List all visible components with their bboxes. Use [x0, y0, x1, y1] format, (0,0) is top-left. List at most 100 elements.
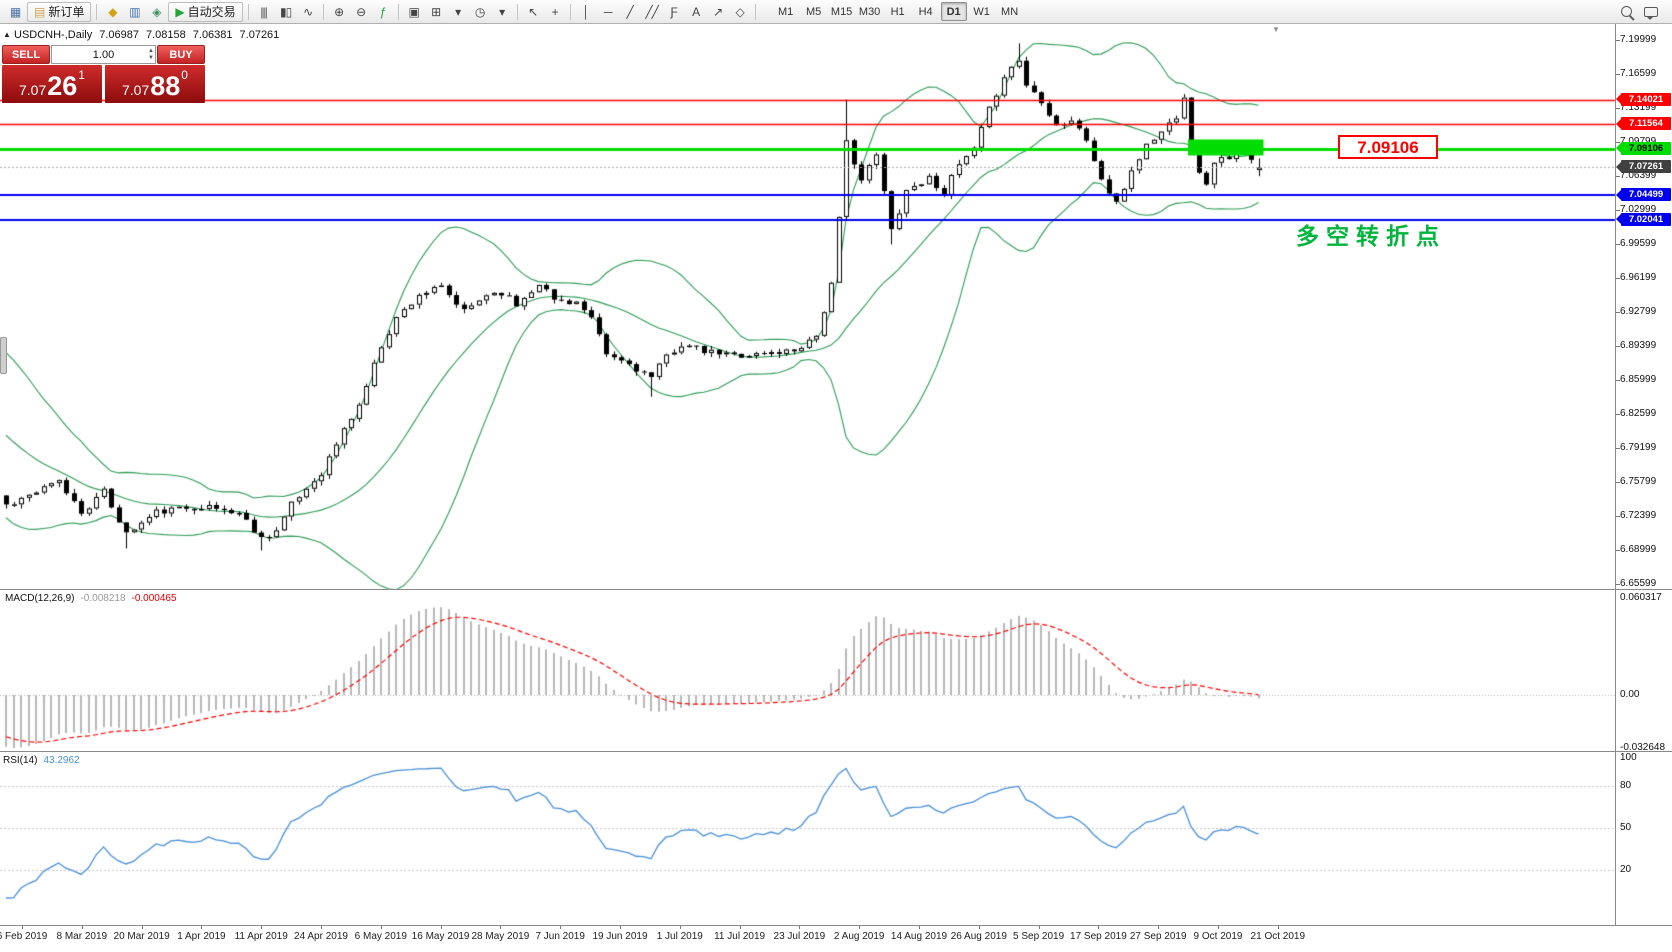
tile-windows-icon[interactable]: ▣ — [404, 2, 424, 22]
sell-price-pips: 26 — [47, 71, 78, 101]
date-label: 1 Apr 2019 — [177, 931, 226, 942]
bar-chart-icon[interactable]: ||| — [254, 2, 274, 22]
fibonacci-icon[interactable]: Ƒ — [664, 2, 684, 22]
date-label: 7 Jun 2019 — [535, 931, 585, 942]
timeframe-m30[interactable]: M30 — [858, 5, 881, 18]
axis-tick — [1616, 73, 1620, 75]
market-watch-icon[interactable]: ▥ — [124, 2, 144, 22]
timeframe-m1[interactable]: M1 — [777, 5, 794, 18]
rsi-name: RSI(14) — [3, 755, 38, 766]
pane-separator-macd[interactable] — [0, 589, 1672, 590]
text-label-icon[interactable]: A — [686, 2, 706, 22]
axis-tick — [1616, 277, 1620, 279]
time-axis[interactable]: 6 Feb 2019 8 Mar 2019 20 Mar 2019 1 Apr 201… — [0, 925, 1615, 952]
axis-tick — [1616, 515, 1620, 517]
timeframe-h1[interactable]: H1 — [890, 5, 905, 18]
symbol-period-label: USDCNH-,Daily — [14, 29, 93, 41]
date-label: 6 May 2019 — [354, 931, 407, 942]
date-label: 26 Aug 2019 — [950, 931, 1007, 942]
timeframe-m5[interactable]: M5 — [805, 5, 822, 18]
pane-separator-rsi[interactable] — [0, 751, 1672, 752]
sell-price-box[interactable]: 7.07 26 1 — [2, 65, 102, 103]
navigator-icon[interactable]: ◈ — [146, 2, 166, 22]
horizontal-line-icon-glyph: ─ — [603, 4, 612, 19]
indicators-icon-glyph: ƒ — [379, 4, 387, 19]
timeframe-m15[interactable]: M15 — [830, 5, 853, 18]
price-axis-label: 7.09799 — [1620, 136, 1656, 147]
indicators-icon[interactable]: ƒ — [373, 2, 393, 22]
period-icon-glyph: ◷ — [474, 4, 486, 19]
trendline-icon-glyph: ╱ — [626, 4, 633, 19]
timeframe-w1[interactable]: W1 — [973, 5, 990, 18]
buy-button[interactable]: BUY — [157, 45, 205, 64]
volume-increment-button[interactable]: ▲ — [148, 47, 154, 54]
fibonacci-icon-glyph: Ƒ — [670, 4, 677, 19]
chat-icon[interactable] — [1644, 6, 1658, 20]
channel-icon[interactable]: ╱╱ — [642, 2, 662, 22]
date-label: 1 Jul 2019 — [656, 931, 703, 942]
zoom-in-icon[interactable]: ⊕ — [329, 2, 349, 22]
period-dropdown-icon[interactable]: ▾ — [492, 2, 512, 22]
period-icon[interactable]: ◷ — [470, 2, 490, 22]
crosshair-icon[interactable]: + — [545, 2, 565, 22]
timeframe-h4[interactable]: H4 — [918, 5, 933, 18]
tile-windows-icon-glyph: ▣ — [408, 4, 419, 19]
chart-ohlc-header: USDCNH-,Daily 7.06987 7.08158 7.06381 7.… — [14, 29, 279, 41]
price-tag-7.14021[interactable]: 7.14021 — [1616, 92, 1671, 106]
crosshair-icon-glyph: + — [551, 4, 559, 19]
timeframe-d1[interactable]: D1 — [940, 2, 967, 21]
volume-spinner: ▲ ▼ — [148, 46, 154, 63]
new-order-button[interactable]: ▤ 新订单 — [27, 1, 92, 22]
price-tag-7.11564[interactable]: 7.11564 — [1616, 117, 1671, 131]
date-label: 8 Mar 2019 — [56, 931, 108, 942]
horizontal-line-icon[interactable]: ─ — [598, 2, 618, 22]
macd-main-value: -0.008218 — [80, 593, 126, 604]
rsi-indicator-label: RSI(14) 43.2962 — [3, 755, 80, 766]
rsi-axis-label: 20 — [1620, 864, 1632, 875]
buy-price-box[interactable]: 7.07 88 0 — [105, 65, 205, 103]
price-axis-label: 7.16599 — [1620, 68, 1657, 79]
price-axis-label: 7.13199 — [1620, 102, 1657, 113]
date-tick — [679, 925, 681, 929]
left-scrollbar-thumb[interactable] — [0, 337, 7, 374]
price-tag-7.04499[interactable]: 7.04499 — [1616, 188, 1671, 201]
date-label: 28 May 2019 — [471, 931, 530, 942]
price-axis[interactable]: 7.19999 7.16599 7.13199 7.09799 7.06399 7.029… — [1616, 0, 1672, 952]
shapes-icon[interactable]: ◇ — [730, 2, 750, 22]
one-click-controls: SELL 1.00 ▲ ▼ BUY — [2, 45, 205, 64]
price-annotation-label[interactable]: 7.09106 — [1338, 135, 1438, 159]
zoom-in-icon-glyph: ⊕ — [334, 4, 344, 19]
sell-button[interactable]: SELL — [2, 45, 50, 64]
candlestick-chart-icon[interactable]: ▮▯ — [276, 2, 296, 22]
turning-point-annotation[interactable]: 多空转折点 — [1296, 223, 1446, 249]
trendline-icon[interactable]: ╱ — [620, 2, 640, 22]
zoom-out-icon[interactable]: ⊖ — [351, 2, 371, 22]
macd-indicator-label: MACD(12,26,9) -0.008218 -0.000465 — [5, 593, 177, 604]
date-label: 14 Aug 2019 — [890, 931, 948, 942]
price-tag-7.09106[interactable]: 7.09106 — [1616, 141, 1671, 155]
chart-dropdown-icon[interactable]: ▾ — [448, 2, 468, 22]
toolbar: ▦ ▤ 新订单 ◆ ▥ ◈ ▶ 自动交易 ||| ▮▯ ∿ ⊕ ⊖ ƒ ▣ ⊞ ▾ ◷ ▾ ↖ + │ ─ ╱ ╱╱ Ƒ A ↗ ◇ M… — [0, 0, 1672, 24]
arrow-object-icon[interactable]: ↗ — [708, 2, 728, 22]
timeframe-mn[interactable]: MN — [1001, 5, 1019, 18]
volume-input[interactable]: 1.00 ▲ ▼ — [51, 45, 156, 64]
line-chart-icon[interactable]: ∿ — [298, 2, 318, 22]
vertical-line-icon[interactable]: │ — [576, 2, 596, 22]
volume-decrement-button[interactable]: ▼ — [148, 54, 154, 61]
price-axis-label: 6.75799 — [1620, 476, 1657, 487]
date-tick — [261, 925, 263, 929]
price-axis-label: 6.79199 — [1620, 442, 1657, 453]
new-chart-icon[interactable]: ⊞ — [426, 2, 446, 22]
one-click-collapse-icon[interactable]: ▲ — [3, 30, 11, 39]
axis-tick — [1616, 107, 1620, 109]
auto-trading-button[interactable]: ▶ 自动交易 — [168, 1, 243, 22]
toolbar-right-group — [1621, 6, 1658, 20]
search-icon[interactable] — [1621, 6, 1632, 17]
price-tag-7.02041[interactable]: 7.02041 — [1616, 212, 1671, 226]
terminal-icon[interactable]: ▦ — [5, 2, 25, 22]
cursor-icon[interactable]: ↖ — [523, 2, 543, 22]
profiles-icon[interactable]: ◆ — [102, 2, 122, 22]
axis-tick — [1616, 39, 1620, 41]
date-tick — [22, 925, 23, 929]
